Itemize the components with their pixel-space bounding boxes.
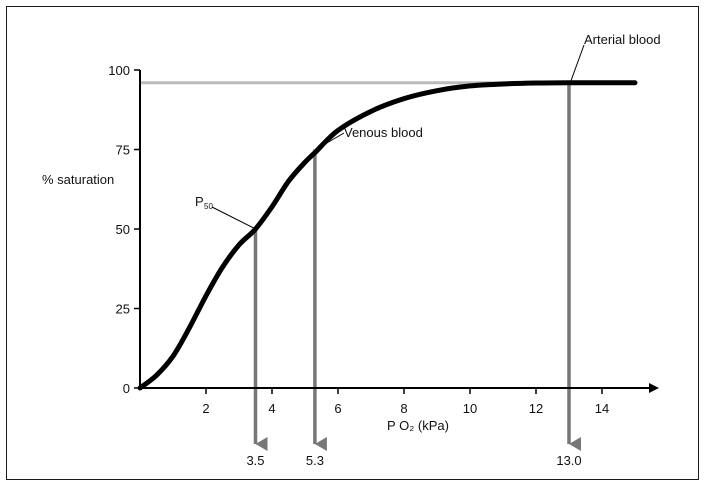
x-tick-label: 12 bbox=[529, 401, 543, 416]
x-tick-label: 2 bbox=[202, 401, 209, 416]
saturation-curve bbox=[137, 80, 638, 391]
x-axis-label: P O₂ (kPa) bbox=[387, 418, 449, 433]
y-tick-label: 50 bbox=[116, 222, 130, 237]
x-tick-label: 8 bbox=[400, 401, 407, 416]
arterial-leader-line bbox=[570, 44, 585, 81]
venous-blood-label: Venous blood bbox=[344, 125, 423, 140]
y-tick-label: 0 bbox=[123, 381, 130, 396]
x-tick-label: 10 bbox=[463, 401, 477, 416]
figure-frame bbox=[6, 6, 699, 480]
drop-value-label: 13.0 bbox=[556, 453, 581, 468]
drop-value-label: 5.3 bbox=[306, 453, 324, 468]
p50-leader-line bbox=[211, 206, 256, 230]
venous-leader-line bbox=[318, 132, 345, 148]
y-tick-label: 100 bbox=[108, 63, 130, 78]
y-tick-label: 25 bbox=[116, 302, 130, 317]
drop-value-label: 3.5 bbox=[246, 453, 264, 468]
p50-label: P bbox=[195, 194, 204, 209]
x-tick-label: 4 bbox=[268, 401, 275, 416]
y-axis-label: % saturation bbox=[42, 172, 114, 187]
arterial-blood-label: Arterial blood bbox=[584, 32, 661, 47]
x-tick-label: 14 bbox=[595, 401, 609, 416]
p50-subscript: 50 bbox=[204, 202, 213, 211]
x-tick-label: 6 bbox=[334, 401, 341, 416]
y-tick-label: 75 bbox=[116, 143, 130, 158]
